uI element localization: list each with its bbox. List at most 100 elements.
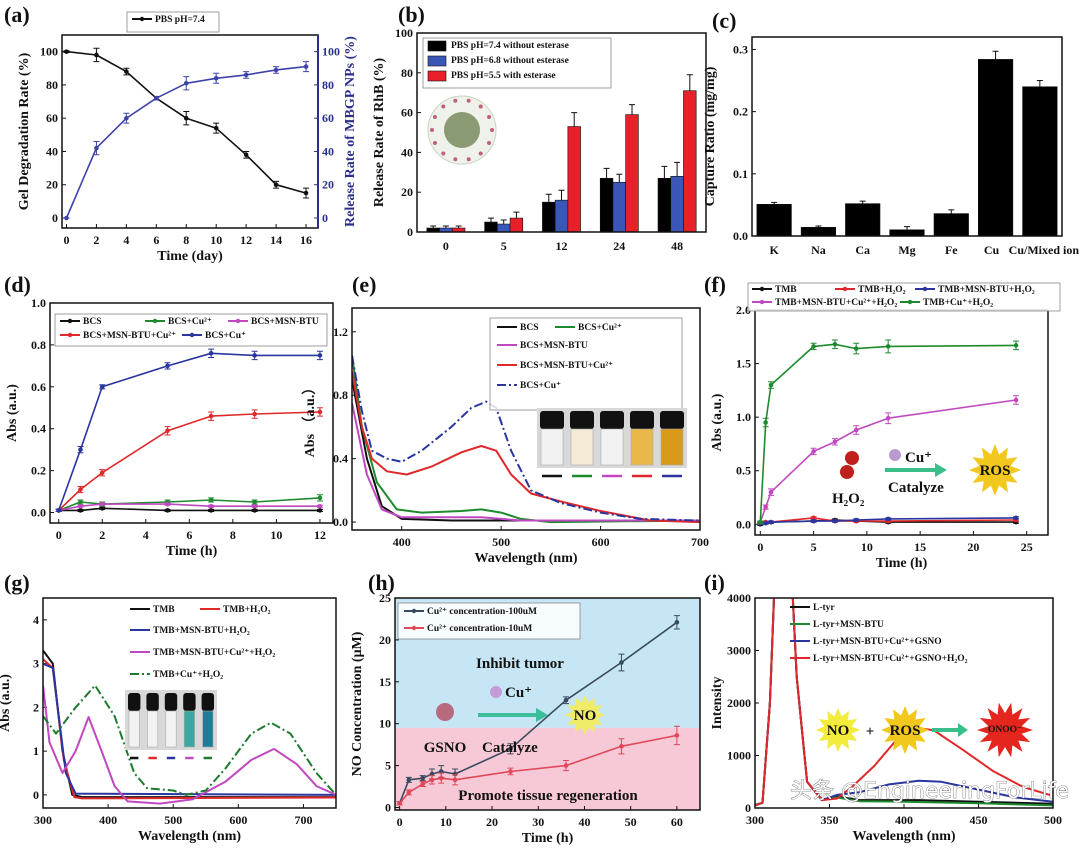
x-tick-label: 4 <box>123 233 129 247</box>
panel-label: (e) <box>352 272 376 297</box>
y-tick-label: 0 <box>52 211 58 225</box>
data-point <box>243 72 249 78</box>
vial-cap <box>630 411 654 429</box>
plot-frame <box>416 32 707 233</box>
x-tick-label: 400 <box>99 813 117 827</box>
y-tick-label: 0.6 <box>31 380 46 394</box>
series-group <box>755 598 1053 807</box>
y-tick-label: 0.5 <box>736 464 751 478</box>
data-point <box>508 769 513 774</box>
panel-c: (c) 0.0 0.1 0.2 0.3 K Na Ca Mg Fe Cu Cu/Mixed ion Ca… <box>703 8 1079 257</box>
legend-marker <box>67 318 73 324</box>
plot-frame <box>754 309 1049 536</box>
y2-tick-label: 100 <box>322 45 340 59</box>
x-axis-title: Time (h) <box>876 556 928 571</box>
legend-label: BCS+MSN-BTU+Cu²⁺ <box>83 331 176 341</box>
vial-cap <box>183 693 196 711</box>
error-bar <box>442 225 449 229</box>
burst-icon <box>969 444 1021 496</box>
bar <box>889 229 925 237</box>
legend-label: TMB <box>153 605 175 615</box>
legend-box <box>489 317 683 411</box>
error-bar <box>815 225 822 228</box>
legend-marker <box>759 286 765 292</box>
x-tick-label: 350 <box>821 813 839 827</box>
nanoparticle-dot <box>466 157 471 162</box>
data-point <box>317 353 323 358</box>
x-tick-label: 10 <box>440 815 452 829</box>
data-point <box>438 769 444 774</box>
x-axis-title: Wavelength (nm) <box>138 829 241 844</box>
y-tick-label: 60 <box>401 106 413 120</box>
data-point <box>208 508 214 513</box>
legend-swatch <box>427 55 447 67</box>
watermark: 头条 @EngineeringForLife <box>790 779 1069 804</box>
x-tick-label: 300 <box>746 813 764 827</box>
data-point <box>885 344 891 349</box>
y-tick-label: 0 <box>407 225 413 239</box>
y-tick-label: 0.0 <box>333 515 348 529</box>
x-tick-label: 4 <box>143 528 149 542</box>
plus-label: + <box>866 724 875 740</box>
error-bar <box>558 189 565 201</box>
legend-box <box>126 11 220 33</box>
x-category-label: 0 <box>443 239 449 253</box>
legend-label: PBS pH=7.4 <box>155 15 205 25</box>
error-bar <box>1036 80 1043 87</box>
data-point <box>768 519 774 525</box>
legend-label: L-tyr+MSN-BTU+Cu²⁺+GSNO+H₂O₂ <box>813 654 968 664</box>
x-tick-label: 12 <box>314 528 326 542</box>
nanoparticle-dot <box>478 151 483 156</box>
y-tick-label: 0.2 <box>31 464 46 478</box>
nanoparticle-dot <box>441 104 446 109</box>
y-tick-label: 80 <box>401 66 413 80</box>
data-point <box>811 344 816 349</box>
bar <box>484 221 498 233</box>
y-tick-label: 0.3 <box>733 42 748 56</box>
data-point <box>429 777 435 783</box>
y-tick-label: 0 <box>385 800 391 814</box>
data-point <box>763 520 768 526</box>
legend-box <box>397 602 581 640</box>
x-tick-label: 0 <box>397 815 403 829</box>
y-tick-label: 0.4 <box>31 422 46 436</box>
legend-label: BCS+MSN-BTU <box>520 341 588 351</box>
bar <box>497 223 511 233</box>
series-line <box>755 598 1053 807</box>
error-bar <box>513 211 520 219</box>
bar <box>657 177 672 233</box>
vial-cap <box>201 693 214 711</box>
gsno-molecule-icon <box>436 703 454 721</box>
y-tick-label: 4 <box>33 613 39 627</box>
panel-i: (i) 0 1000 2000 3000 4000 300 350 400 450 500 Wavel… <box>704 570 1062 844</box>
data-point <box>243 152 249 158</box>
data-point <box>213 125 219 131</box>
bar <box>625 114 639 233</box>
legend-label: Cu²⁺ concentration-10uM <box>427 624 532 634</box>
x-tick-label: 6 <box>153 233 159 247</box>
error-bar <box>603 167 610 179</box>
y-tick-label: 40 <box>46 144 58 158</box>
data-point <box>811 518 816 524</box>
arrow-head-icon <box>958 723 968 737</box>
data-point <box>317 503 323 509</box>
x-category-label: 48 <box>671 239 683 253</box>
panel-g: (g) 0 1 2 3 4 300 400 500 600 700 Wavelength (nm) Ab… <box>0 570 337 844</box>
data-point <box>99 501 105 507</box>
burst-icon <box>816 708 860 752</box>
series-line <box>58 507 320 512</box>
panel-e: (e) 0.0 0.4 0.8 1.2 400 500 600 700 Wavelength (n… <box>302 272 709 566</box>
x-tick-label: 2 <box>93 233 99 247</box>
legend-label: BCS+Cu⁺ <box>520 381 561 391</box>
y-tick-label: 100 <box>395 26 413 40</box>
data-point <box>99 384 105 390</box>
series-group <box>757 339 1020 527</box>
error-bar <box>992 50 999 60</box>
data-point <box>1013 397 1019 403</box>
legend-label: L-tyr+MSN-BTU+Cu²⁺+GSNO <box>813 637 942 647</box>
vial-cap <box>570 411 594 429</box>
vial-liquid <box>600 428 624 466</box>
plot-frame <box>61 34 319 229</box>
y-tick-label: 0.2 <box>733 105 748 119</box>
